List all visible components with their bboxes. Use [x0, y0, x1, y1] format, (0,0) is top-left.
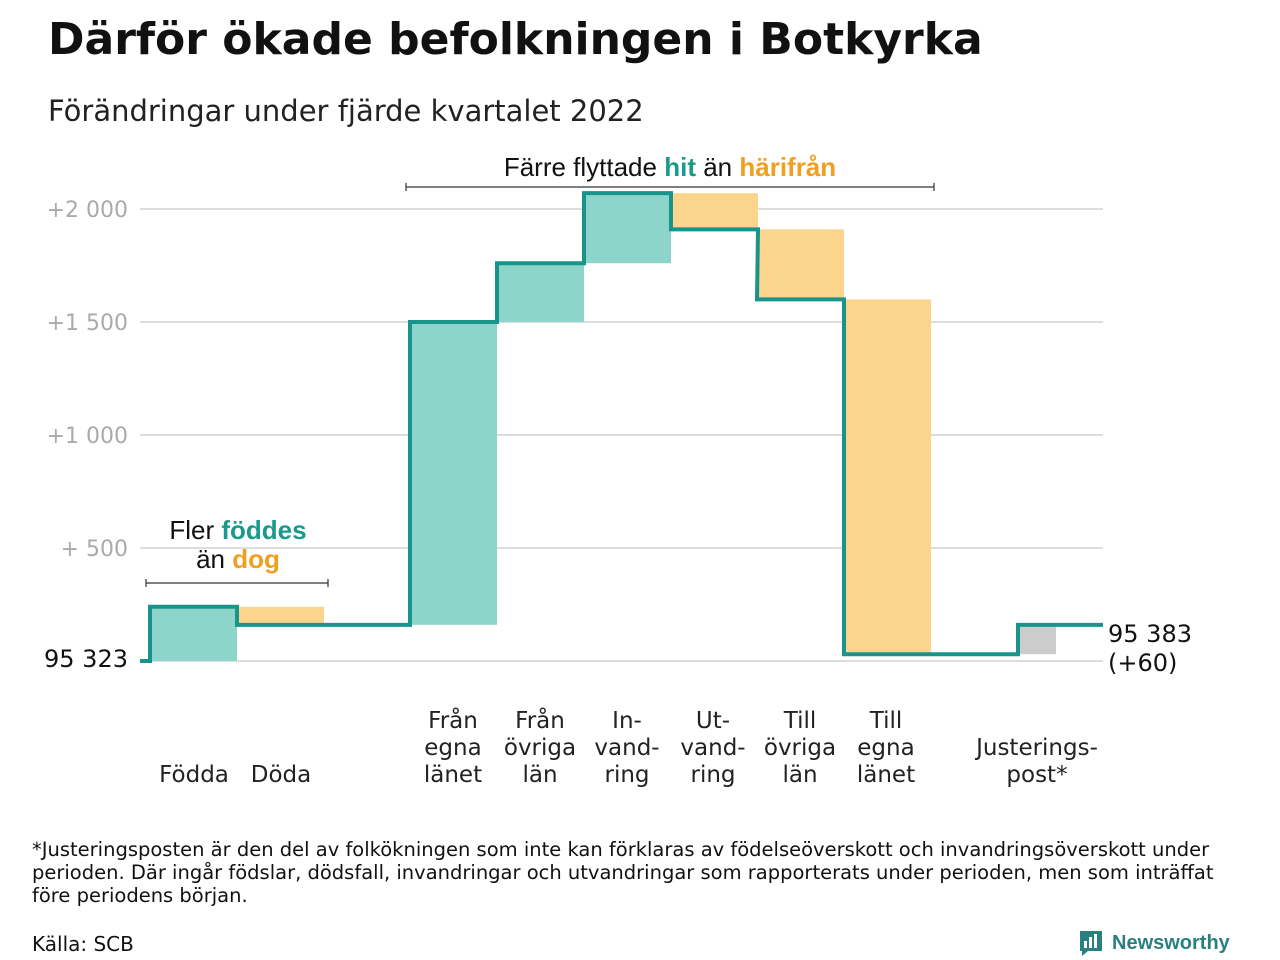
category-label: Döda — [250, 762, 312, 788]
category-label: Ut-vand-ring — [680, 708, 746, 788]
start-value-label: 95 323 — [44, 645, 128, 673]
waterfall-bar — [844, 299, 931, 655]
y-tick-label: +2 000 — [47, 198, 128, 223]
category-label: Till övriga län — [763, 708, 837, 788]
waterfall-bar — [584, 193, 671, 264]
births-annotation-between: än — [196, 544, 233, 574]
category-label: Från egna länet — [423, 708, 483, 788]
migration-annotation-out: härifrån — [739, 152, 837, 182]
y-tick-label: +1 000 — [47, 424, 128, 449]
waterfall-bar — [237, 606, 324, 625]
waterfall-bar — [671, 193, 758, 230]
category-label: Födda — [159, 762, 229, 788]
source-label: Källa: SCB — [32, 932, 134, 956]
births-annotation: Fler föddes än dog — [138, 516, 338, 574]
category-label: Till egna länet — [856, 708, 916, 788]
waterfall-bar — [1018, 624, 1056, 655]
end-value: 95 383 — [1108, 620, 1192, 648]
migration-annotation: Färre flyttade hit än härifrån — [400, 152, 940, 183]
births-annotation-died: dog — [232, 544, 280, 574]
migration-annotation-between: än — [695, 152, 740, 182]
chart-title: Därför ökade befolkningen i Botkyrka — [48, 14, 983, 65]
migration-annotation-text: Färre flyttade — [503, 152, 665, 182]
end-change: (+60) — [1108, 649, 1178, 677]
waterfall-bar — [150, 606, 237, 661]
category-label: Från övriga län — [503, 708, 577, 788]
waterfall-bar — [757, 229, 844, 300]
migration-annotation-in: hit — [664, 152, 696, 182]
births-annotation-born: föddes — [221, 515, 307, 545]
bar-chart-logo-icon — [1080, 931, 1102, 956]
end-value-label: 95 383 (+60) — [1108, 620, 1192, 678]
waterfall-bar — [410, 322, 497, 625]
footnote: *Justeringsposten är den del av folkökni… — [32, 838, 1214, 907]
category-label: Justerings-post* — [976, 735, 1098, 788]
category-label: In-vand-ring — [594, 708, 660, 788]
brand-logo[interactable]: Newsworthy — [1078, 926, 1230, 960]
brand-name: Newsworthy — [1112, 931, 1230, 954]
waterfall-bar — [497, 263, 584, 322]
y-tick-label: +1 500 — [47, 311, 128, 336]
chart-subtitle: Förändringar under fjärde kvartalet 2022 — [48, 94, 644, 128]
births-annotation-text: Fler — [169, 515, 222, 545]
cumulative-step-line — [140, 191, 1103, 663]
y-tick-label: + 500 — [61, 537, 128, 562]
